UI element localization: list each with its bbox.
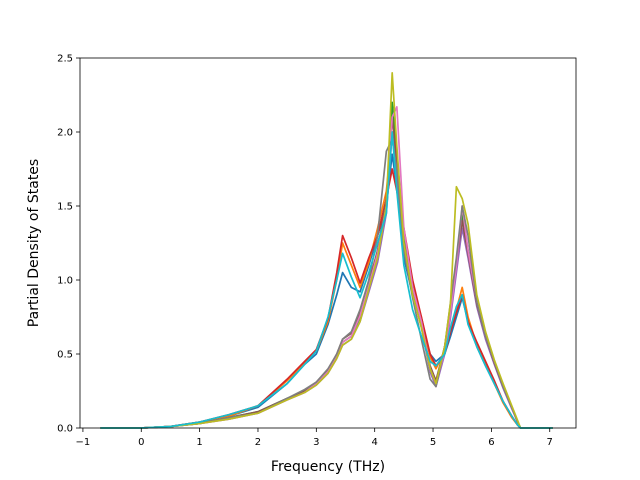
y-tick-label: 1.5: [57, 202, 73, 213]
x-tick-label: 0: [138, 437, 144, 448]
y-ticks: 0.0 0.5 1.0 1.5 2.0 2.5: [57, 54, 80, 435]
y-axis-title: Partial Density of States: [26, 159, 42, 327]
y-tick-label: 0.0: [57, 424, 73, 435]
series-line-7: [100, 138, 553, 429]
y-tick-label: 0.5: [57, 350, 73, 361]
x-tick-label: 4: [371, 437, 377, 448]
series-layer: [100, 71, 553, 429]
x-axis-title: Frequency (THz): [271, 459, 385, 475]
x-tick-label: 2: [255, 437, 261, 448]
series-line-9: [100, 131, 553, 429]
x-tick-label: 7: [547, 437, 553, 448]
x-tick-label: 3: [313, 437, 319, 448]
y-tick-label: 2.5: [57, 54, 73, 65]
series-line-8: [100, 71, 553, 429]
y-tick-label: 1.0: [57, 276, 73, 287]
x-tick-label: −1: [76, 437, 91, 448]
x-tick-label: 1: [196, 437, 202, 448]
x-tick-label: 6: [488, 437, 494, 448]
x-ticks: −1 0 1 2 3 4 5 6 7: [76, 428, 553, 448]
y-tick-label: 2.0: [57, 128, 73, 139]
plot-area: [100, 71, 553, 429]
axes-frame: [79, 57, 577, 429]
x-tick-label: 5: [430, 437, 436, 448]
